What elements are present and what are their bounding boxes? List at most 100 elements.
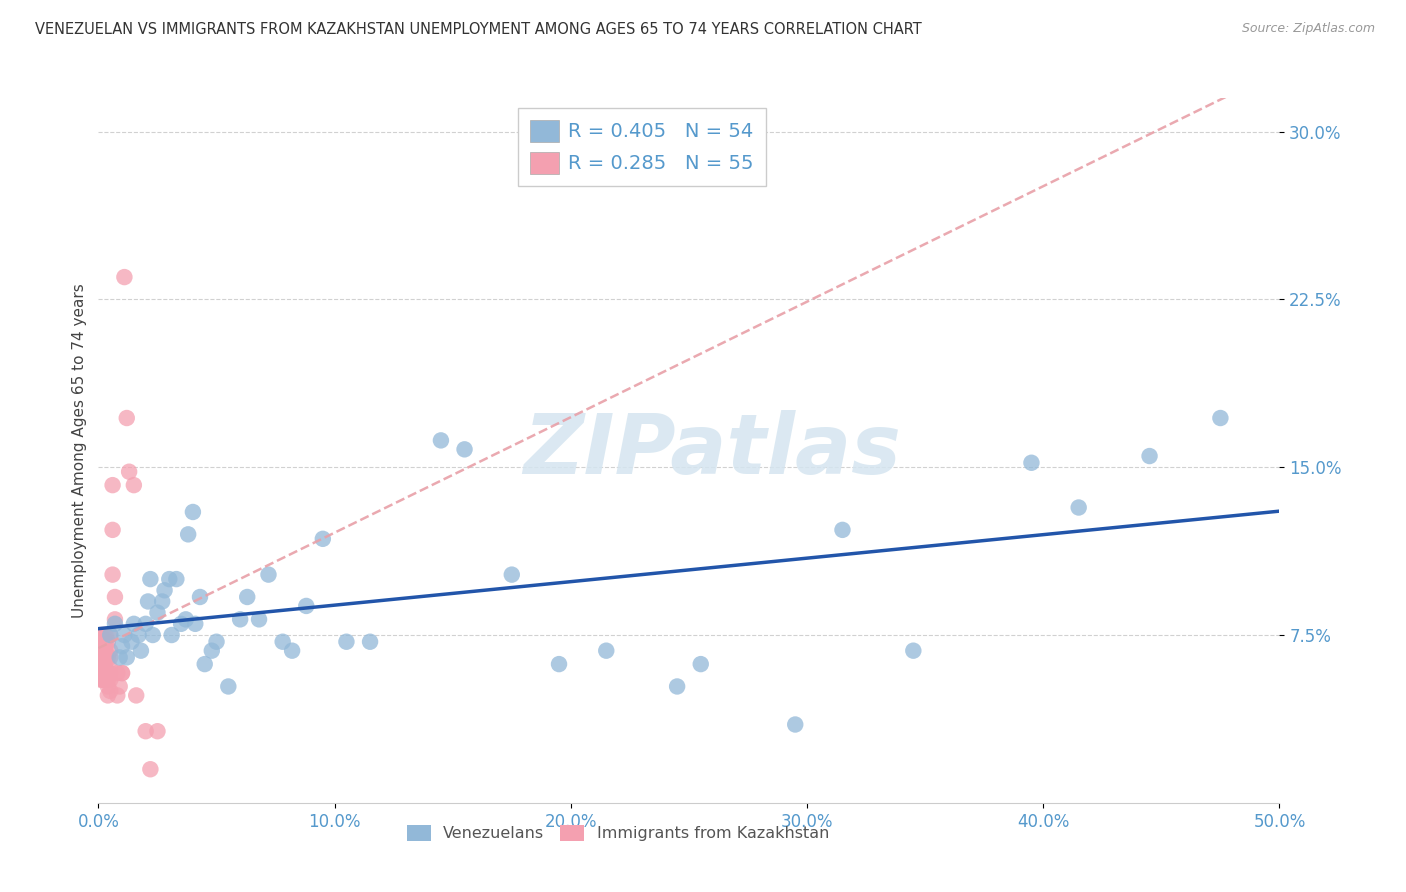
Point: [1021, 456, 1043, 470]
Point: [90, 673, 112, 687]
Point: [98, 643, 121, 657]
Point: [257, 567, 280, 582]
Point: [104, 616, 127, 631]
Point: [157, 572, 180, 586]
Point: [135, 724, 157, 739]
Point: [139, 572, 162, 586]
Point: [94, 662, 117, 676]
Point: [118, 465, 141, 479]
Point: [453, 442, 475, 457]
Point: [94, 634, 117, 648]
Point: [217, 680, 239, 694]
Point: [548, 657, 571, 672]
Point: [335, 634, 357, 648]
Point: [91, 673, 114, 687]
Point: [236, 590, 259, 604]
Point: [229, 612, 252, 626]
Point: [108, 650, 131, 665]
Point: [94, 643, 117, 657]
Point: [97, 666, 120, 681]
Point: [170, 616, 193, 631]
Legend: Venezuelans, Immigrants from Kazakhstan: Venezuelans, Immigrants from Kazakhstan: [401, 818, 837, 847]
Point: [98, 684, 121, 698]
Point: [281, 643, 304, 657]
Point: [359, 634, 381, 648]
Point: [135, 616, 157, 631]
Point: [501, 567, 523, 582]
Point: [201, 643, 224, 657]
Point: [101, 523, 124, 537]
Point: [247, 612, 270, 626]
Point: [94, 650, 117, 665]
Point: [98, 673, 121, 687]
Point: [112, 628, 135, 642]
Text: ZIPatlas: ZIPatlas: [523, 410, 901, 491]
Point: [111, 666, 134, 681]
Point: [181, 505, 204, 519]
Point: [104, 590, 127, 604]
Point: [831, 523, 853, 537]
Point: [105, 666, 128, 681]
Text: Source: ZipAtlas.com: Source: ZipAtlas.com: [1241, 22, 1375, 36]
Point: [312, 532, 335, 546]
Point: [121, 634, 143, 648]
Point: [98, 650, 121, 665]
Point: [115, 411, 138, 425]
Point: [1139, 449, 1161, 463]
Point: [188, 590, 211, 604]
Point: [174, 612, 197, 626]
Point: [97, 680, 120, 694]
Point: [122, 616, 145, 631]
Point: [903, 643, 925, 657]
Point: [98, 662, 121, 676]
Point: [97, 650, 120, 665]
Point: [108, 680, 131, 694]
Point: [139, 762, 162, 776]
Point: [98, 628, 121, 642]
Point: [160, 628, 183, 642]
Point: [90, 662, 112, 676]
Point: [122, 478, 145, 492]
Text: VENEZUELAN VS IMMIGRANTS FROM KAZAKHSTAN UNEMPLOYMENT AMONG AGES 65 TO 74 YEARS : VENEZUELAN VS IMMIGRANTS FROM KAZAKHSTAN…: [35, 22, 922, 37]
Point: [94, 673, 117, 687]
Point: [90, 628, 112, 642]
Point: [128, 628, 150, 642]
Point: [150, 594, 173, 608]
Point: [785, 717, 807, 731]
Point: [666, 680, 689, 694]
Point: [111, 639, 134, 653]
Point: [94, 628, 117, 642]
Point: [101, 478, 124, 492]
Point: [430, 434, 453, 448]
Point: [91, 662, 114, 676]
Point: [90, 650, 112, 665]
Point: [595, 643, 617, 657]
Point: [1067, 500, 1090, 515]
Point: [129, 643, 152, 657]
Point: [136, 594, 159, 608]
Point: [91, 634, 114, 648]
Point: [98, 666, 121, 681]
Point: [271, 634, 294, 648]
Point: [101, 567, 124, 582]
Point: [91, 639, 114, 653]
Point: [112, 270, 135, 285]
Point: [177, 527, 200, 541]
Point: [94, 639, 117, 653]
Point: [104, 612, 127, 626]
Point: [105, 689, 128, 703]
Point: [146, 606, 169, 620]
Point: [91, 662, 114, 676]
Point: [91, 643, 114, 657]
Point: [94, 673, 117, 687]
Point: [1209, 411, 1232, 425]
Point: [111, 666, 134, 681]
Point: [205, 634, 228, 648]
Point: [115, 650, 138, 665]
Point: [97, 634, 120, 648]
Point: [94, 650, 117, 665]
Point: [97, 689, 120, 703]
Point: [184, 616, 207, 631]
Point: [98, 628, 121, 642]
Point: [142, 628, 165, 642]
